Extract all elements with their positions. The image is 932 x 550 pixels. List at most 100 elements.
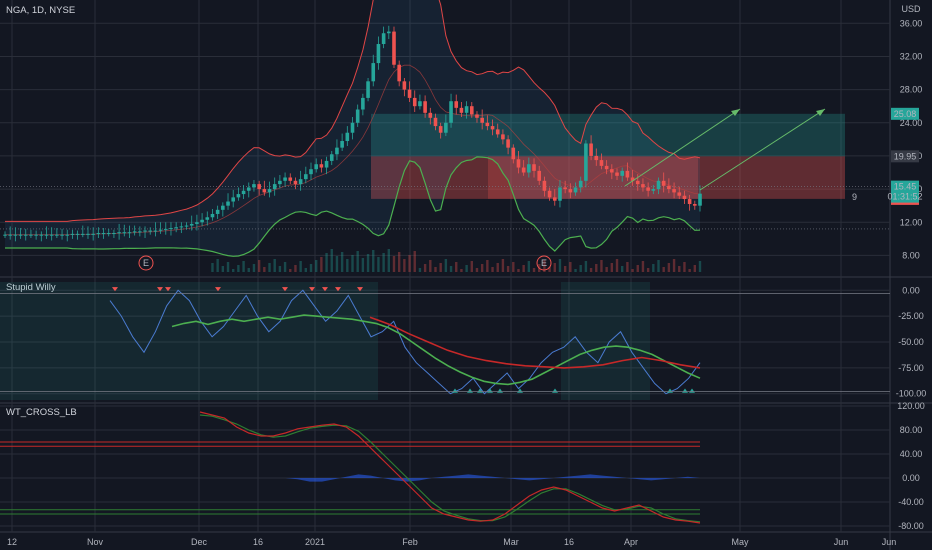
candle-body [174, 227, 178, 228]
y-tick-label: 120.00 [897, 401, 925, 411]
x-tick-label: Mar [503, 537, 519, 547]
candle-body [351, 123, 355, 133]
candle-body [434, 118, 438, 126]
earnings-marker-label: E [541, 258, 547, 268]
x-tick-label: Apr [624, 537, 638, 547]
candle-body [688, 199, 692, 204]
candle-body [97, 233, 101, 234]
candle-body [169, 228, 173, 229]
candle-body [486, 123, 490, 126]
volume-bar [305, 268, 307, 272]
volume-bar [382, 253, 384, 272]
candle-body [600, 160, 604, 166]
candle-body [185, 226, 189, 227]
y-tick-label: 0.00 [902, 285, 920, 295]
volume-bar [258, 260, 260, 272]
volume-bar [481, 264, 483, 272]
candle-body [138, 231, 142, 232]
volume-bar [274, 259, 276, 272]
candle-body [205, 217, 209, 219]
candle-body [190, 224, 194, 226]
candle-body [273, 184, 277, 189]
volume-bar [377, 257, 379, 272]
volume-bar [253, 264, 255, 272]
candle-body [475, 114, 479, 117]
volume-bar [611, 263, 613, 272]
candle-body [148, 231, 152, 232]
x-tick-label: 16 [564, 537, 574, 547]
y-tick-label: -25.00 [898, 311, 924, 321]
volume-bar [465, 265, 467, 272]
candle-body [117, 232, 121, 233]
y-tick-label: -100.00 [896, 389, 927, 399]
candle-body [610, 169, 614, 172]
candle-body [180, 226, 184, 227]
volume-bar [574, 269, 576, 272]
candle-body [683, 196, 687, 199]
candle-body [247, 187, 251, 190]
candle-body [496, 129, 500, 134]
y-tick-label: -75.00 [898, 363, 924, 373]
candle-body [615, 173, 619, 176]
candle-body [226, 202, 230, 206]
volume-bar [595, 264, 597, 272]
volume-bar [237, 265, 239, 272]
volume-bar [450, 266, 452, 272]
count-label: 9 [852, 192, 857, 202]
candle-body [371, 63, 375, 81]
volume-bar [248, 268, 250, 272]
y-tick-label: -50.00 [898, 337, 924, 347]
volume-bar [289, 269, 291, 272]
volume-bar [616, 259, 618, 272]
volume-bar [393, 256, 395, 272]
volume-bar [564, 266, 566, 272]
countdown-label: 01:31:52 [887, 192, 922, 202]
candle-body [636, 181, 640, 184]
volume-bar [356, 251, 358, 272]
candle-body [91, 234, 95, 235]
y-tick-label: 80.00 [900, 425, 923, 435]
volume-bar [408, 255, 410, 272]
volume-bar [569, 262, 571, 272]
candle-body [698, 194, 702, 206]
volume-bar [455, 262, 457, 272]
candle-body [221, 206, 225, 210]
volume-bar [419, 268, 421, 272]
candle-body [257, 184, 261, 189]
volume-bar [522, 265, 524, 272]
volume-bar [414, 251, 416, 272]
candle-body [584, 144, 588, 181]
volume-bar [429, 260, 431, 272]
volume-bar [320, 257, 322, 272]
volume-bar [554, 263, 556, 272]
volume-bar [517, 269, 519, 272]
candle-body [102, 233, 106, 234]
candle-body [672, 189, 676, 192]
volume-bar [621, 266, 623, 272]
volume-bar [580, 265, 582, 272]
candle-body [304, 174, 308, 179]
volume-bar [502, 259, 504, 272]
candle-body [428, 113, 432, 118]
volume-bar [351, 255, 353, 272]
volume-bar [268, 263, 270, 272]
y-tick-label: -80.00 [898, 521, 924, 531]
candle-body [677, 192, 681, 195]
candle-body [646, 187, 650, 190]
indicator-shade [561, 282, 650, 400]
volume-bar [497, 263, 499, 272]
x-tick-label: Dec [191, 537, 208, 547]
candle-body [569, 189, 573, 192]
volume-bar [310, 264, 312, 272]
y-tick-label: 12.00 [900, 217, 923, 227]
volume-bar [668, 263, 670, 272]
candle-body [553, 197, 557, 200]
currency-label: USD [901, 4, 921, 14]
candle-body [460, 108, 464, 113]
candle-body [558, 187, 562, 200]
volume-bar [512, 262, 514, 272]
volume-bar [507, 266, 509, 272]
candle-body [506, 139, 510, 147]
volume-bar [652, 264, 654, 272]
